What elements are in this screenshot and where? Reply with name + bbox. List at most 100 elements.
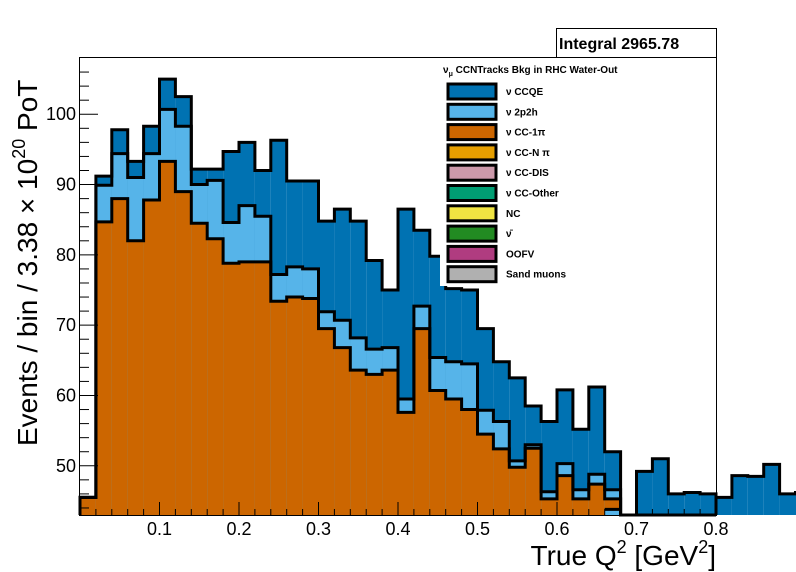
bar [668, 493, 685, 515]
bar [191, 223, 208, 515]
x-axis-title-unit-sup: 2 [698, 537, 708, 557]
y-axis-title: Events / bin / 3.38 × 1020 PoT [9, 80, 43, 446]
legend-label: ν CC-DIS [506, 168, 549, 179]
bar [318, 328, 335, 515]
x-axis-title: True Q2 [GeV2] [531, 537, 717, 571]
legend-entry: ν CC-Other [446, 184, 559, 202]
y-axis-title-sup: 20 [9, 139, 29, 159]
bar [143, 200, 160, 515]
bar [700, 493, 716, 515]
legend-label: ν̄ [506, 229, 514, 240]
legend-label: ν 2p2h [506, 107, 538, 118]
bar [747, 476, 764, 515]
legend-swatch [446, 265, 498, 284]
bar [429, 390, 446, 515]
histogram-bars [80, 79, 796, 516]
bar [223, 263, 239, 515]
legend-swatch [446, 163, 498, 182]
y-tick-label: 90 [56, 175, 76, 195]
plot-frame [79, 57, 717, 516]
y-tick-label: 80 [56, 245, 76, 265]
bar [716, 497, 732, 515]
legend-entry: OOFV [446, 244, 535, 263]
legend-label: ν CC-1π [506, 128, 546, 139]
legend-swatch [446, 244, 498, 263]
stats-integral: Integral 2965.78 [559, 36, 679, 53]
legend-swatch [446, 143, 498, 162]
x-tick-label: 0.8 [703, 519, 728, 539]
legend-label: Sand muons [506, 270, 566, 281]
y-tick-label: 60 [56, 385, 76, 405]
x-tick-label: 0.6 [544, 519, 569, 539]
bar [588, 484, 605, 515]
bar [509, 467, 526, 515]
bar [763, 464, 780, 515]
legend-label: NC [506, 209, 520, 220]
bar [572, 498, 589, 515]
x-tick-label: 0.2 [226, 519, 251, 539]
bar [159, 161, 176, 516]
legend-swatch [446, 102, 498, 121]
legend-label: ν CC-N π [506, 148, 550, 159]
legend-swatch [446, 82, 498, 101]
legend-swatch [446, 123, 498, 142]
legend-entry: ν CCQE [446, 82, 544, 101]
legend: νμ CCNTracks Bkg in RHC Water-Out ν CCQE… [440, 60, 716, 286]
y-axis: 50 60 70 80 90 100 [46, 71, 98, 509]
bar [80, 497, 96, 515]
bar [175, 191, 192, 516]
bar [286, 297, 303, 515]
bar [652, 458, 669, 515]
bar [445, 398, 462, 515]
bar [413, 328, 430, 515]
bar-outline [78, 159, 716, 517]
legend-entry: ν CC-DIS [446, 163, 549, 182]
bar [111, 198, 128, 515]
bar-outline [714, 462, 796, 515]
bar [684, 492, 701, 515]
x-tick-label: 0.5 [465, 519, 490, 539]
legend-label: ν CC-Other [506, 189, 559, 200]
series--cc-1- [80, 161, 621, 516]
bar [541, 498, 557, 515]
bar [270, 301, 287, 515]
y-tick-label: 50 [56, 456, 76, 476]
y-tick-label: 100 [46, 104, 76, 124]
x-axis-title-sup: 2 [617, 537, 627, 557]
bar [636, 471, 653, 515]
bar [477, 434, 494, 515]
bar [779, 493, 796, 515]
bar-outline [78, 77, 718, 517]
x-tick-label: 0.1 [147, 519, 172, 539]
bar [95, 221, 112, 515]
bar [366, 374, 383, 515]
bar [557, 475, 573, 515]
legend-entry: ν 2p2h [446, 102, 538, 121]
stats-box: Integral 2965.78 [556, 28, 717, 58]
bar [493, 448, 510, 515]
legend-entry: ν̄ [446, 224, 514, 243]
legend-entry: ν CC-1π [446, 123, 546, 142]
histogram-outlines [78, 77, 796, 517]
bar [461, 409, 478, 515]
legend-entry: Sand muons [446, 265, 566, 284]
bar [398, 412, 414, 515]
bar [604, 509, 621, 515]
bar [350, 370, 367, 515]
x-axis: 0.1 0.2 0.3 0.4 0.5 0.6 0.7 0.8 [95, 502, 729, 539]
legend-entry: ν CC-N π [446, 143, 550, 162]
x-tick-label: 0.3 [306, 519, 331, 539]
bar [731, 475, 748, 515]
bar [254, 261, 271, 515]
bar [207, 238, 224, 515]
bar [382, 370, 398, 515]
x-tick-label: 0.7 [624, 519, 649, 539]
y-tick-label: 70 [56, 315, 76, 335]
bar [302, 298, 319, 515]
series-tail [604, 464, 796, 515]
x-tick-label: 0.4 [385, 519, 410, 539]
bar [525, 448, 542, 515]
legend-label: OOFV [506, 249, 535, 260]
bar [239, 261, 255, 515]
